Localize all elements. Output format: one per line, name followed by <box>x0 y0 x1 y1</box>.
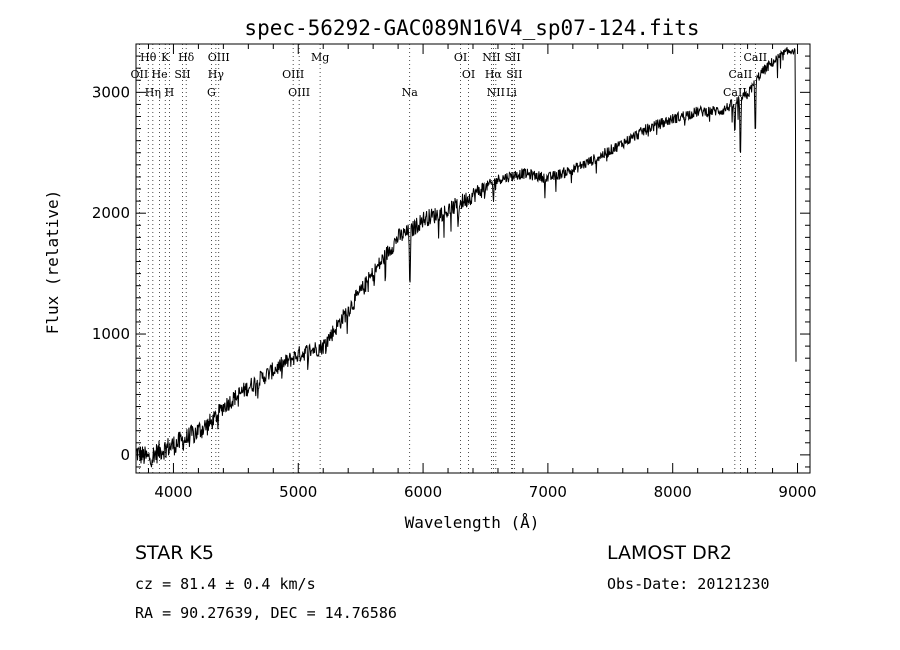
spectral-line-label: NII <box>482 51 500 64</box>
spectral-line-label: Mg <box>311 51 329 64</box>
sky-coordinates: RA = 90.27639, DEC = 14.76586 <box>135 604 397 622</box>
spectral-line-label: SII <box>174 68 190 81</box>
x-tick-label: 5000 <box>279 483 317 501</box>
spectral-line-label: Hθ <box>140 51 157 64</box>
y-tick-label: 3000 <box>92 83 130 101</box>
survey-name: LAMOST DR2 <box>607 542 732 564</box>
spectral-line-label: K <box>161 51 170 64</box>
spectral-line-label: CaII <box>743 51 767 64</box>
spectrum-series <box>135 47 797 468</box>
x-tick-label: 8000 <box>654 483 692 501</box>
spectral-line-label: Hδ <box>178 51 195 64</box>
spectral-line-label: He <box>152 68 168 81</box>
spectral-line-label: Hη <box>145 86 161 99</box>
spectral-line-label: Na <box>402 86 419 99</box>
x-tick-label: 6000 <box>404 483 442 501</box>
spectral-line-label: Li <box>506 86 517 99</box>
x-tick-label: 7000 <box>529 483 567 501</box>
spectral-line-label: Hα <box>485 68 503 81</box>
y-tick-label: 1000 <box>92 325 130 343</box>
spectral-line-label: SII <box>506 68 522 81</box>
y-axis-label: Flux (relative) <box>43 190 62 335</box>
y-axis-ticks: 0 1000 2000 3000 <box>92 43 810 468</box>
spectral-line-label: OI <box>454 51 467 64</box>
y-tick-label: 0 <box>120 446 130 464</box>
spectral-line-label: CaII <box>729 68 753 81</box>
redshift-velocity: cz = 81.4 ± 0.4 km/s <box>135 575 316 593</box>
spectral-line-label: OI <box>462 68 475 81</box>
x-axis-label: Wavelength (Å) <box>405 513 540 532</box>
object-class: STAR K5 <box>135 542 214 564</box>
x-tick-label: 9000 <box>778 483 816 501</box>
spectral-line-label: H <box>165 86 175 99</box>
spectral-line-label: OIII <box>208 51 230 64</box>
spectral-line-guides <box>139 44 756 473</box>
spectral-line-label: NII <box>487 86 505 99</box>
spectral-line-label: G <box>207 86 216 99</box>
spectral-line-label: Hγ <box>208 68 225 81</box>
spectral-line-label: OIII <box>288 86 310 99</box>
spectral-line-label: CaII <box>723 86 747 99</box>
x-axis-ticks: 4000 5000 6000 7000 8000 9000 <box>147 44 817 501</box>
observation-date: Obs-Date: 20121230 <box>607 575 770 593</box>
spectral-line-label: OIII <box>282 68 304 81</box>
spectral-line-label: SII <box>504 51 520 64</box>
x-tick-label: 4000 <box>154 483 192 501</box>
chart-title: spec-56292-GAC089N16V4_sp07-124.fits <box>244 16 699 40</box>
y-tick-label: 2000 <box>92 204 130 222</box>
spectral-line-label: OII <box>131 68 149 81</box>
